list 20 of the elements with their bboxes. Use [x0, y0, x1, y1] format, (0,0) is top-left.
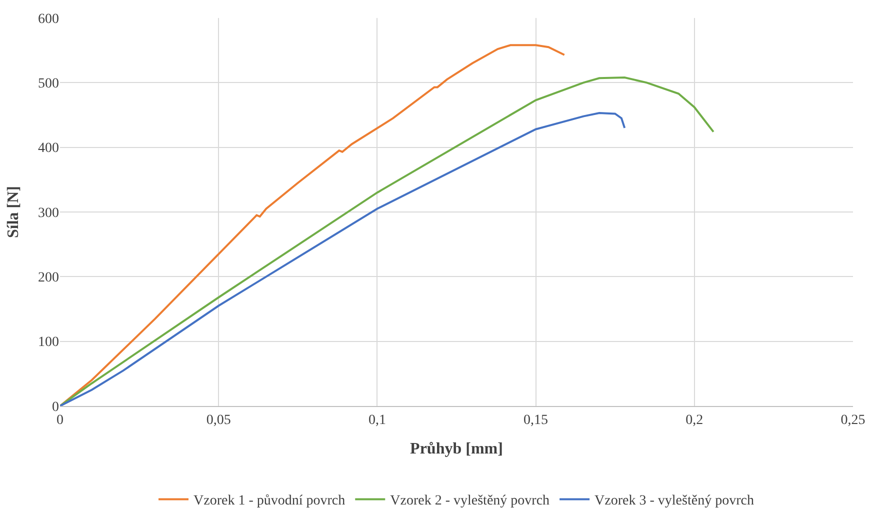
- legend-label: Vzorek 1 - původní povrch: [194, 494, 346, 509]
- x-tick-label: 0,25: [840, 412, 866, 428]
- x-tick-label: 0,05: [206, 412, 231, 428]
- legend-label: Vzorek 3 - vyleštěný povrch: [594, 494, 754, 509]
- y-tick-label: 200: [38, 270, 59, 286]
- x-tick-label: 0,15: [524, 412, 548, 428]
- y-tick-label: 300: [38, 206, 59, 221]
- x-tick-label: 0,2: [686, 412, 704, 428]
- y-tick-label: 100: [38, 335, 59, 350]
- y-axis-title: Síla [N]: [4, 186, 22, 238]
- y-tick-label: 0: [52, 400, 59, 415]
- line-series: [60, 112, 626, 406]
- legend-label: Vzorek 2 - vyleštěný povrch: [390, 494, 550, 509]
- x-axis-title: Průhyb [mm]: [410, 440, 503, 458]
- y-tick-label: 400: [38, 141, 59, 156]
- y-tick-label: 600: [38, 12, 59, 27]
- line-series: [60, 76, 714, 406]
- y-tick-label: 500: [38, 76, 59, 92]
- x-tick-label: 0,1: [368, 412, 386, 428]
- line-series: [60, 44, 566, 406]
